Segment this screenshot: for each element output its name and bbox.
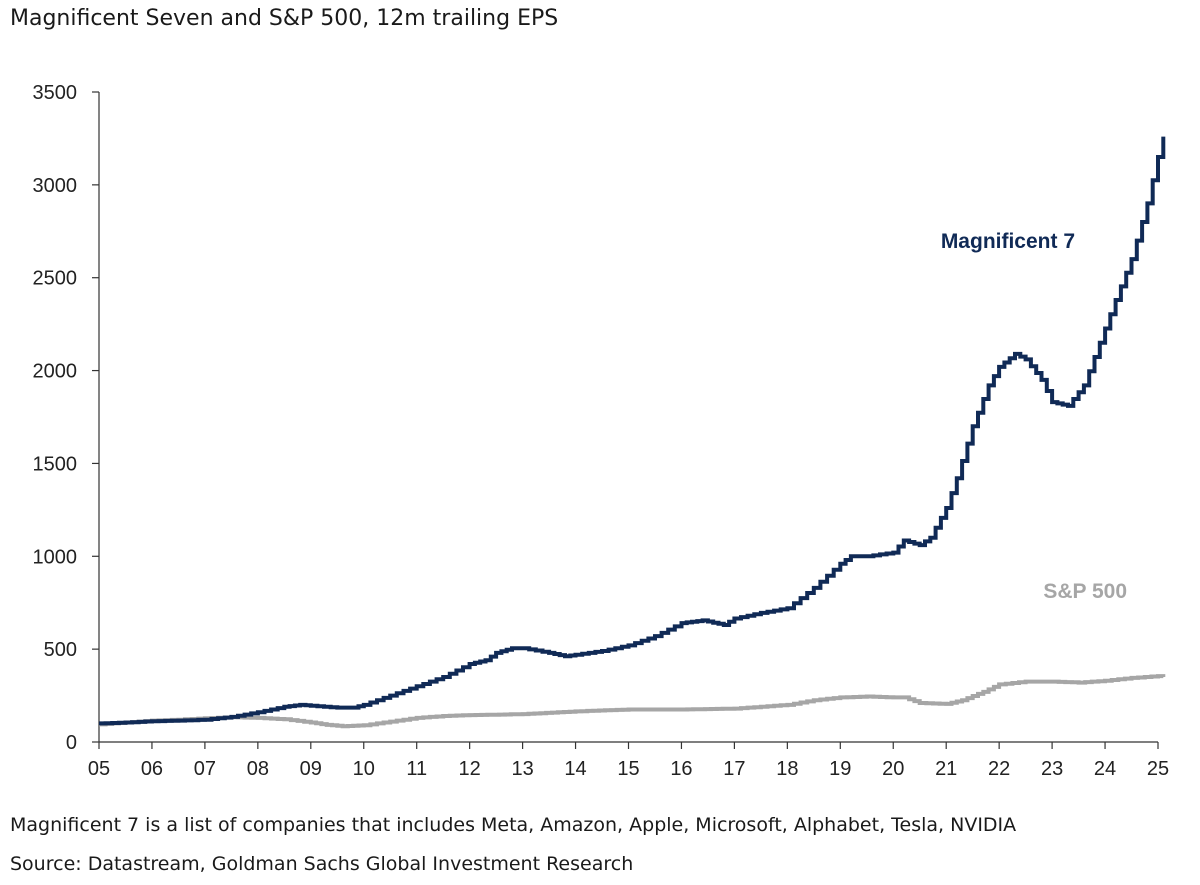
x-tick-label: 07 (194, 758, 216, 780)
x-tick-label: 06 (141, 758, 163, 780)
x-tick-label: 16 (670, 758, 692, 780)
x-tick-label: 23 (1041, 758, 1063, 780)
series-label-sp500: S&P 500 (1043, 580, 1127, 603)
x-tick-label: 19 (829, 758, 851, 780)
x-tick-label: 24 (1094, 758, 1116, 780)
x-tick-label: 12 (459, 758, 481, 780)
y-tick-label: 500 (44, 639, 77, 661)
x-axis: 05 06 07 08 09 10 11 12 13 14 15 16 17 18 19 20 21 22 23 24… (88, 741, 1169, 780)
y-tick-label: 2500 (33, 268, 78, 290)
y-tick-label: 1500 (33, 453, 78, 475)
x-tick-label: 21 (935, 758, 957, 780)
x-tick-label: 10 (353, 758, 375, 780)
x-tick-label: 11 (406, 758, 427, 780)
page-title: Magnificent Seven and S&P 500, 12m trail… (10, 6, 559, 31)
y-tick-label: 1000 (33, 546, 78, 568)
footnote: Magnificent 7 is a list of companies tha… (10, 814, 1017, 836)
y-tick-label: 3000 (33, 175, 78, 197)
x-tick-label: 08 (247, 758, 269, 780)
y-tick-label: 3500 (33, 82, 78, 104)
series-layer (99, 136, 1166, 729)
x-tick-label: 09 (300, 758, 322, 780)
x-tick-label: 05 (88, 758, 110, 780)
x-tick-label: 18 (776, 758, 798, 780)
source-note: Source: Datastream, Goldman Sachs Global… (10, 853, 634, 875)
series-line-sp500 (99, 674, 1166, 729)
series-label-magnificent-7: Magnificent 7 (941, 230, 1075, 253)
y-tick-label: 0 (66, 732, 77, 754)
x-tick-label: 14 (564, 758, 586, 780)
x-tick-label: 13 (511, 758, 533, 780)
series-line-magnificent-7 (99, 136, 1166, 726)
y-axis: 0 500 1000 1500 2000 2500 3000 3500 (33, 82, 100, 754)
x-tick-label: 20 (882, 758, 904, 780)
x-tick-label: 17 (723, 758, 745, 780)
x-tick-label: 25 (1147, 758, 1169, 780)
x-tick-label: 15 (617, 758, 639, 780)
y-tick-label: 2000 (33, 361, 78, 383)
x-tick-label: 22 (988, 758, 1010, 780)
